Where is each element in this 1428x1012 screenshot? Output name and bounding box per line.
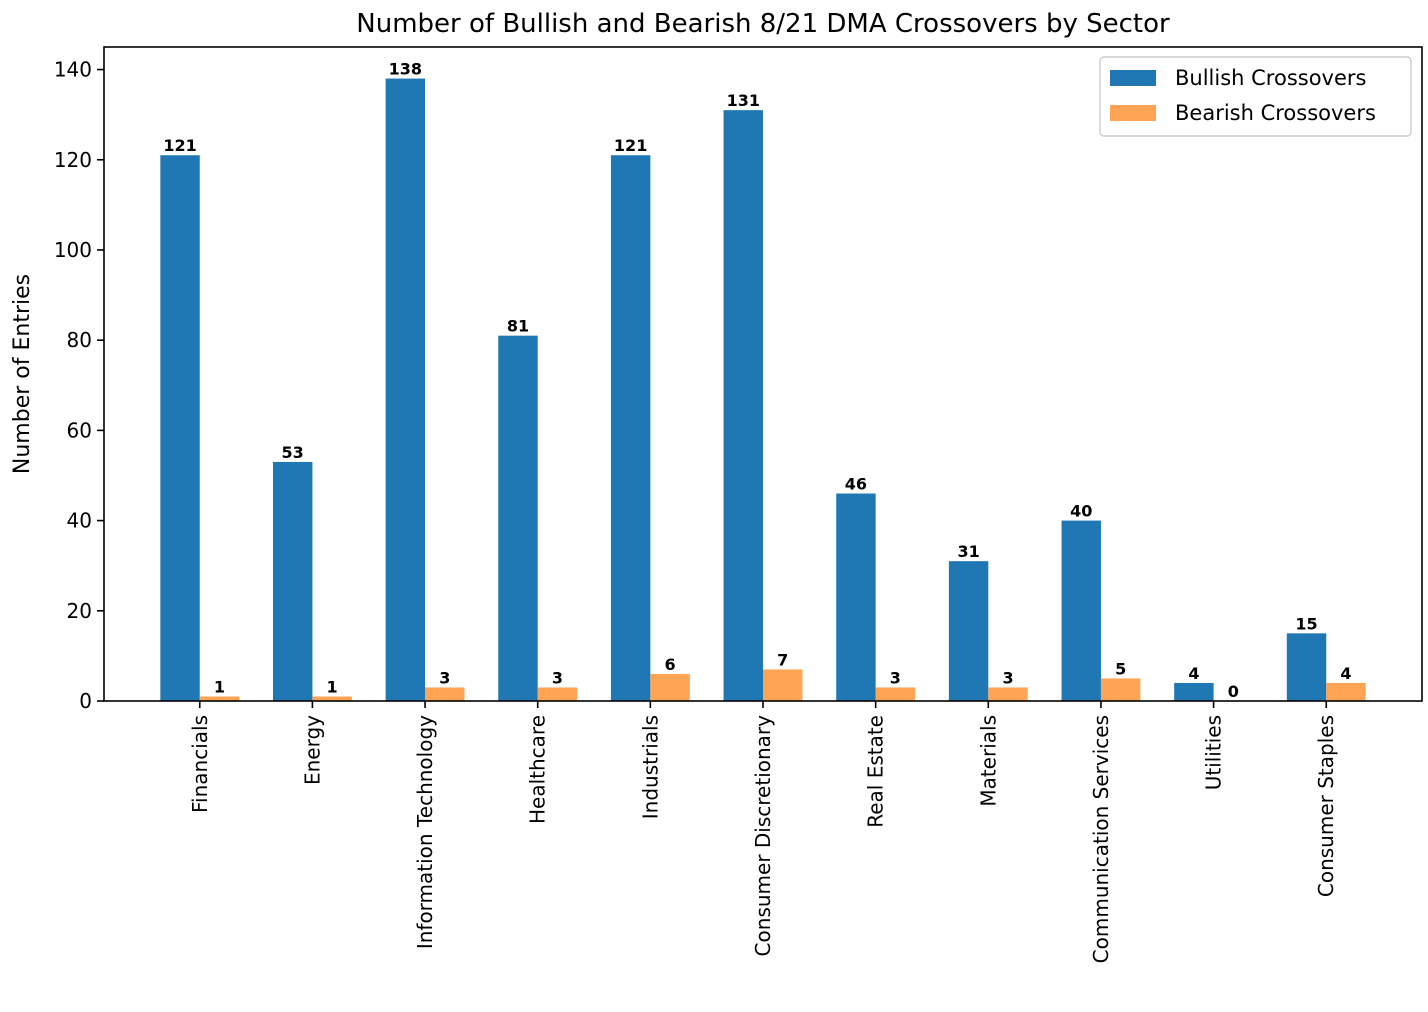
legend-label: Bullish Crossovers	[1175, 66, 1366, 90]
x-tick-label: Consumer Staples	[1314, 715, 1338, 897]
bullish-bar	[948, 561, 989, 701]
plot-frame	[103, 46, 1423, 702]
bearish-bar	[537, 687, 578, 701]
y-axis: 0 20 40 60 80 100 120 140	[54, 58, 104, 713]
bullish-bar	[723, 110, 763, 701]
x-tick-label: Healthcare	[526, 715, 550, 824]
x-tick-label: Industrials	[638, 715, 662, 819]
x-tick-label: Communication Services	[1089, 715, 1113, 963]
legend: Bullish Crossovers Bearish Crossovers	[1099, 56, 1412, 137]
bearish-bar	[312, 696, 352, 701]
bar-value-label: 15	[1295, 614, 1317, 633]
y-tick-label: 60	[67, 418, 92, 442]
bearish-bar	[763, 669, 803, 701]
bullish-bar	[836, 493, 876, 701]
bar-value-label: 40	[1070, 502, 1092, 521]
y-tick-label: 40	[67, 509, 92, 533]
bar-value-label: 121	[163, 136, 196, 155]
y-tick-label: 20	[67, 599, 92, 623]
x-tick-label: Utilities	[1202, 715, 1226, 790]
y-axis-label: Number of Entries	[10, 274, 35, 474]
bullish-bar	[1061, 520, 1101, 701]
bearish-bar	[1326, 682, 1366, 701]
x-tick-label: Financials	[188, 715, 212, 813]
bar-value-label: 7	[777, 650, 788, 669]
bullish-bar	[1286, 633, 1327, 701]
bearish-bar	[1100, 678, 1141, 701]
y-tick-label: 0	[79, 689, 92, 713]
legend-swatch	[1110, 105, 1156, 121]
bar-value-label: 1	[214, 677, 225, 696]
bullish-bar	[610, 155, 651, 701]
bar-value-label: 1	[327, 677, 338, 696]
bullish-bar	[385, 78, 426, 702]
bar-value-label: 53	[282, 443, 304, 462]
bearish-bar	[988, 687, 1028, 701]
bar-value-label: 138	[389, 60, 422, 79]
bearish-bar	[199, 696, 240, 701]
y-tick-label: 120	[54, 148, 92, 172]
bar-value-label: 3	[552, 668, 563, 687]
bar-value-label: 0	[1228, 682, 1239, 701]
bar-value-label: 5	[1115, 659, 1126, 678]
bullish-bar	[272, 461, 313, 701]
bullish-bar	[498, 335, 538, 701]
y-tick-label: 100	[54, 238, 92, 262]
bar-value-label: 6	[664, 655, 675, 674]
x-tick-label: Energy	[300, 715, 324, 785]
bar-value-label: 4	[1188, 664, 1199, 683]
bar-value-label: 3	[1002, 668, 1013, 687]
y-tick-label: 140	[54, 58, 92, 82]
bar-value-label: 3	[890, 668, 901, 687]
bar-value-label: 81	[507, 317, 529, 336]
chart-title: Number of Bullish and Bearish 8/21 DMA C…	[356, 9, 1170, 39]
x-tick-label: Information Technology	[413, 715, 437, 949]
bearish-bar	[425, 687, 465, 701]
bullish-bar	[160, 155, 200, 701]
bearish-bar	[650, 673, 690, 701]
bar-value-label: 46	[845, 475, 867, 494]
bar-value-label: 121	[614, 136, 647, 155]
x-tick-label: Real Estate	[864, 715, 888, 828]
legend-label: Bearish Crossovers	[1175, 101, 1376, 125]
bearish-bar	[875, 687, 916, 701]
bar-value-label: 3	[439, 668, 450, 687]
x-tick-label: Consumer Discretionary	[751, 715, 775, 957]
bar-value-label: 4	[1340, 664, 1351, 683]
x-tick-label: Materials	[976, 715, 1000, 807]
legend-swatch	[1110, 70, 1156, 86]
y-tick-label: 80	[67, 328, 92, 352]
bar-value-label: 31	[957, 542, 979, 561]
legend-box	[1099, 56, 1412, 137]
bar-value-label: 131	[727, 91, 760, 110]
bullish-bar	[1174, 682, 1214, 701]
x-axis: Financials Energy Information Technology He…	[188, 701, 1338, 963]
